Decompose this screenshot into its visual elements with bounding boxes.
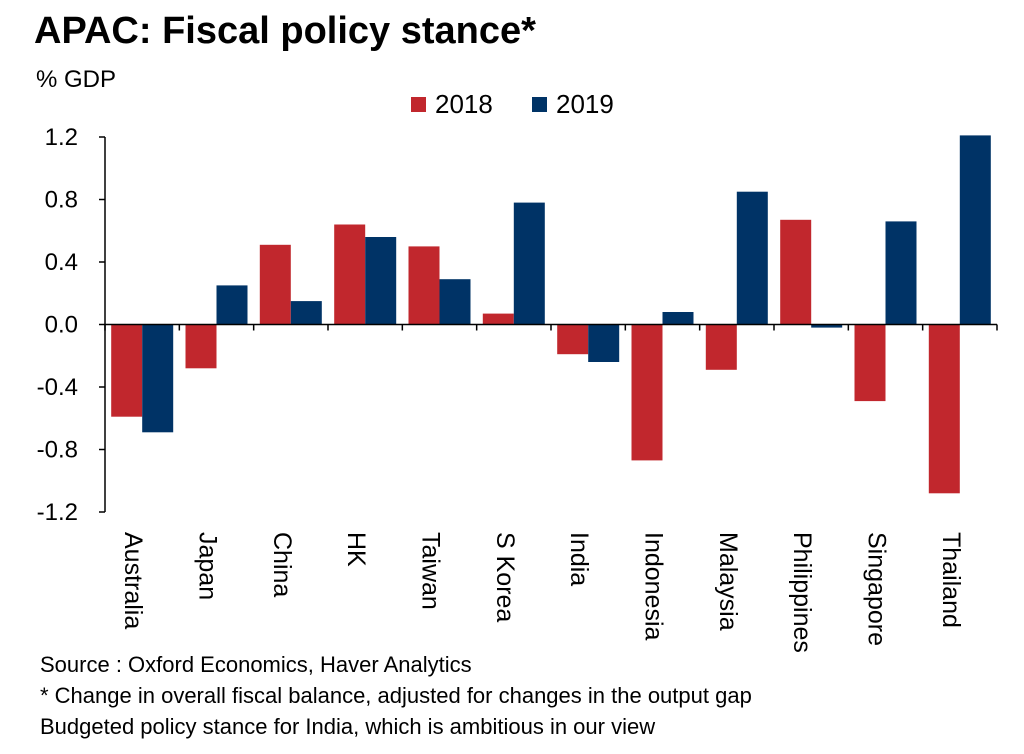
x-tick-label: S Korea xyxy=(491,532,519,622)
bar-2018-thailand xyxy=(928,324,960,494)
x-tick-label: Philippines xyxy=(788,532,816,653)
y-tick-label: 0.4 xyxy=(45,249,78,276)
legend: 2018 2019 xyxy=(411,89,614,119)
y-tick-label: 0.0 xyxy=(45,312,78,339)
x-tick-label: China xyxy=(268,532,296,597)
bar-2019-singapore xyxy=(885,221,917,325)
x-tick-label: Australia xyxy=(119,532,147,629)
bar-2019-india xyxy=(588,324,620,362)
x-tick-label: Singapore xyxy=(863,532,891,646)
footnote: * Change in overall fiscal balance, adju… xyxy=(40,683,752,708)
y-axis-label: % GDP xyxy=(36,66,117,93)
bar-2018-india xyxy=(557,324,589,355)
india-note: Budgeted policy stance for India, which … xyxy=(40,714,656,739)
bar-2019-hk xyxy=(365,237,397,325)
bar-2018-philippines xyxy=(780,219,812,325)
x-tick-label: India xyxy=(565,532,593,586)
bar-2018-china xyxy=(259,244,291,325)
y-tick-label: -0.8 xyxy=(37,437,78,464)
bar-2019-taiwan xyxy=(439,279,471,325)
source-note: Source : Oxford Economics, Haver Analyti… xyxy=(40,652,472,677)
x-tick-label: Malaysia xyxy=(714,532,742,631)
bar-2019-china xyxy=(290,301,322,325)
chart-title: APAC: Fiscal policy stance* xyxy=(34,10,536,52)
bar-2019-philippines xyxy=(811,324,843,328)
x-tick-label: Taiwan xyxy=(417,532,445,610)
bar-2018-australia xyxy=(111,324,143,417)
bar-2018-hk xyxy=(334,224,366,325)
bar-2018-indonesia xyxy=(631,324,663,461)
legend-label-2019: 2019 xyxy=(556,89,614,119)
bar-2018-malaysia xyxy=(705,324,737,370)
bar-2019-malaysia xyxy=(736,191,768,325)
y-axis: -1.2 -0.8 -0.4 0.0 0.4 0.8 1.2 xyxy=(37,124,106,526)
bar-2019-australia xyxy=(142,324,174,433)
bar-2018-taiwan xyxy=(408,246,440,325)
y-tick-label: 1.2 xyxy=(45,124,78,151)
y-tick-label: -1.2 xyxy=(37,499,78,526)
x-axis: Australia Japan China HK Taiwan S Korea India I… xyxy=(104,323,998,653)
bar-2018-japan xyxy=(185,324,217,369)
bars-group xyxy=(111,135,991,494)
legend-label-2018: 2018 xyxy=(435,89,493,119)
x-tick-label: Thailand xyxy=(937,532,965,628)
x-tick-label: Japan xyxy=(194,532,222,600)
bar-2018-s-korea xyxy=(482,313,514,325)
bar-2019-s-korea xyxy=(513,202,545,325)
y-tick-label: 0.8 xyxy=(45,187,78,214)
x-tick-label: Indonesia xyxy=(640,532,668,641)
bar-2019-thailand xyxy=(959,135,991,325)
bar-2018-singapore xyxy=(854,324,886,402)
legend-swatch-2018 xyxy=(411,97,426,112)
legend-swatch-2019 xyxy=(532,97,547,112)
bar-2019-indonesia xyxy=(662,312,694,325)
bar-2019-japan xyxy=(216,285,248,325)
x-tick-label: HK xyxy=(342,532,370,567)
y-tick-label: -0.4 xyxy=(37,374,78,401)
